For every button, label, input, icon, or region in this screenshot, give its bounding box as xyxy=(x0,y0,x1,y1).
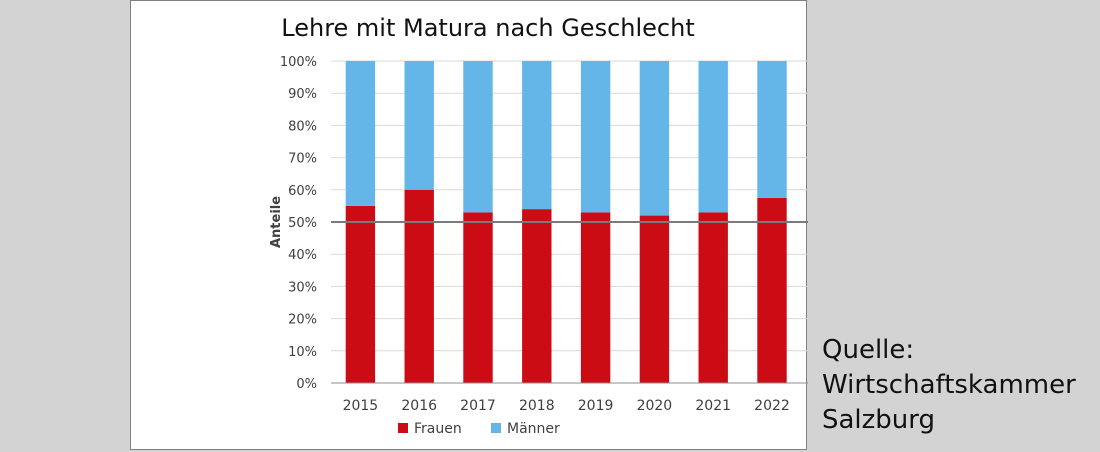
x-tick-label: 2021 xyxy=(695,398,731,414)
chart-panel: Lehre mit Matura nach Geschlecht 0% 10% 20… xyxy=(130,0,808,450)
stacked-bar-chart: Lehre mit Matura nach Geschlecht 0% 10% 20… xyxy=(269,14,808,437)
x-tick-label: 2015 xyxy=(343,398,379,414)
bar-segment-mnner xyxy=(522,61,552,210)
x-tick-label: 2016 xyxy=(401,398,437,414)
bar-segment-frauen xyxy=(757,197,787,383)
bar-segment-frauen xyxy=(345,205,376,383)
y-tick-label: 30% xyxy=(288,280,317,295)
source-note: Quelle: Wirtschaftskammer Salzburg xyxy=(822,333,1076,438)
bar-segment-mnner xyxy=(345,61,376,206)
legend-label: Frauen xyxy=(414,421,462,437)
y-tick-label: 70% xyxy=(288,152,317,167)
bar-segment-frauen xyxy=(463,212,493,383)
y-tick-label: 100% xyxy=(280,55,317,70)
source-region: Salzburg xyxy=(822,405,936,435)
y-tick-label: 80% xyxy=(288,119,317,134)
x-tick-label: 2019 xyxy=(578,398,614,414)
legend: Frauen Männer xyxy=(398,421,560,437)
source-org: Wirtschaftskammer xyxy=(822,370,1076,400)
x-tick-label: 2020 xyxy=(637,398,673,414)
bar-segment-frauen xyxy=(698,212,728,383)
bar-segment-frauen xyxy=(639,215,670,383)
y-tick-label: 10% xyxy=(288,345,317,360)
x-tick-label: 2017 xyxy=(460,398,496,414)
x-tick-label: 2018 xyxy=(519,398,555,414)
x-tick-label: 2022 xyxy=(754,398,790,414)
bar-segment-mnner xyxy=(639,61,670,216)
y-tick-label: 20% xyxy=(288,313,317,328)
y-tick-label: 60% xyxy=(288,184,317,199)
bar-segment-frauen xyxy=(522,209,552,383)
bar-segment-mnner xyxy=(404,61,434,190)
legend-swatch xyxy=(398,423,408,433)
legend-swatch xyxy=(491,423,501,433)
bar-segment-mnner xyxy=(698,61,728,213)
bar-segment-mnner xyxy=(580,61,611,213)
bar-segment-frauen xyxy=(404,189,434,383)
y-tick-label: 0% xyxy=(296,377,317,392)
bar-segment-mnner xyxy=(757,61,787,198)
y-tick-label: 90% xyxy=(288,87,317,102)
source-label: Quelle: xyxy=(822,335,915,365)
bar-segment-mnner xyxy=(463,61,493,213)
y-axis-label: Anteile xyxy=(269,196,284,248)
y-tick-label: 50% xyxy=(288,216,317,231)
legend-label: Männer xyxy=(507,421,560,437)
y-tick-label: 40% xyxy=(288,248,317,263)
chart-title: Lehre mit Matura nach Geschlecht xyxy=(281,14,694,42)
bar-segment-frauen xyxy=(580,212,611,383)
